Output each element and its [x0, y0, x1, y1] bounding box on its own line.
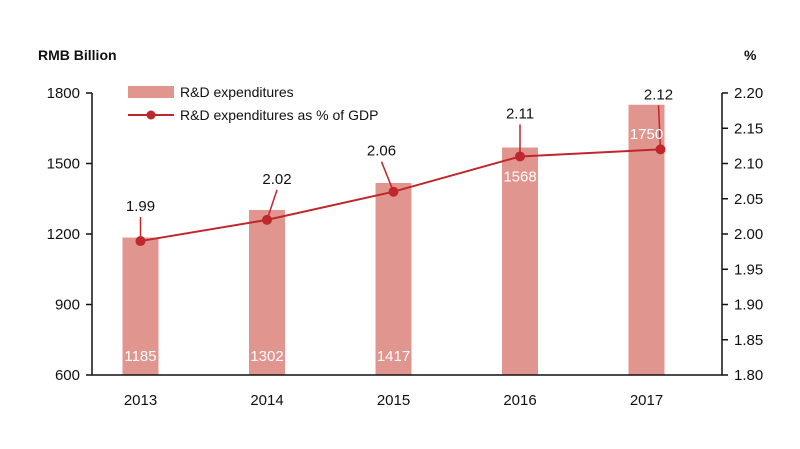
right-tick-label: 1.90 [734, 297, 763, 314]
percent-point-2013 [135, 236, 146, 247]
right-tick-label: 2.10 [734, 156, 763, 173]
bar-2016 [502, 147, 538, 375]
percent-point-2015 [388, 186, 399, 197]
bar-2015 [375, 183, 412, 375]
left-tick-label: 900 [55, 297, 80, 314]
right-tick-label: 2.00 [734, 226, 763, 243]
right-tick-label: 1.95 [734, 261, 763, 278]
legend-bar-label: R&D expenditures [180, 84, 294, 100]
bar-value-label: 1185 [124, 348, 156, 365]
x-tick-label: 2016 [503, 392, 536, 409]
right-tick-label: 2.15 [734, 120, 763, 137]
legend-bar-swatch [128, 86, 174, 98]
percent-leader-line [266, 189, 278, 221]
percent-leader-line [380, 161, 395, 192]
right-tick-label: 2.20 [734, 85, 763, 102]
bar-series [122, 104, 665, 375]
x-tick-label: 2015 [377, 392, 410, 409]
left-tick-label: 1200 [47, 226, 80, 243]
bar-value-label: 1568 [503, 169, 536, 186]
percent-leader-line [657, 105, 662, 150]
percent-point-2016 [515, 151, 525, 162]
legend-line-marker [146, 110, 156, 120]
line-series [135, 105, 666, 247]
legend-line-label: R&D expenditures as % of GDP [180, 107, 378, 123]
bar-value-label: 1417 [377, 348, 410, 365]
x-tick-label: 2013 [124, 392, 157, 409]
legend: R&D expenditures R&D expenditures as % o… [128, 84, 378, 123]
right-axis-unit-label: % [744, 47, 757, 63]
percent-value-label: 2.12 [644, 86, 673, 103]
left-tick-label: 1500 [47, 156, 80, 173]
right-tick-label: 2.05 [734, 191, 763, 208]
data-labels: 1185 1302 1417 1568 1750 1.99 2.02 2.06 2.11 2.12 [124, 86, 673, 365]
percent-point-2017 [655, 144, 666, 155]
left-tick-label: 600 [55, 367, 80, 384]
x-tick-label: 2017 [630, 392, 663, 409]
x-tick-label: 2014 [250, 392, 283, 409]
left-axis-unit-label: RMB Billion [38, 47, 117, 63]
right-tick-label: 1.80 [734, 367, 763, 384]
bar-2013 [122, 237, 159, 375]
percent-value-label: 2.02 [262, 171, 291, 188]
bar-value-label: 1302 [250, 348, 283, 365]
percent-value-label: 1.99 [126, 198, 155, 215]
axes: 600 900 1200 1500 1800 1.80 1.85 1.90 1.95 2.00 2.… [47, 85, 764, 409]
percent-value-label: 2.06 [367, 143, 396, 160]
percent-value-label: 2.11 [506, 105, 534, 122]
percent-point-2014 [262, 214, 272, 225]
left-tick-label: 1800 [47, 85, 80, 102]
bar-2014 [249, 210, 285, 375]
bar-value-label: 1750 [630, 126, 663, 143]
right-tick-label: 1.85 [734, 332, 763, 349]
